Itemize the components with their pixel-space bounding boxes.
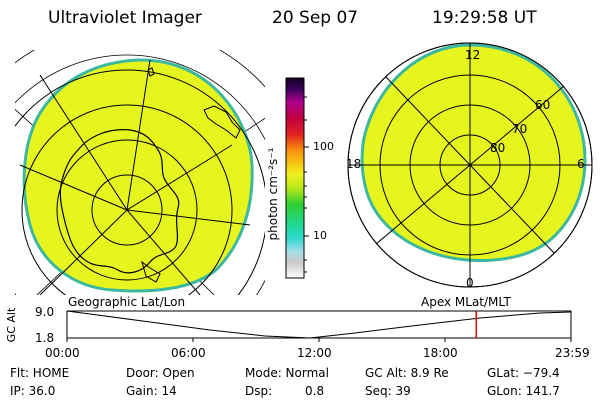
geographic-map: [15, 50, 265, 295]
altitude-xtick-1800: 18:00: [423, 346, 458, 360]
geographic-caption: Geographic Lat/Lon: [68, 295, 186, 309]
altitude-plot: [66, 310, 572, 342]
magnetic-caption: Apex MLat/MLT: [421, 295, 511, 309]
status-glat: GLat: −79.4: [487, 366, 560, 380]
status-door: Door: Open: [126, 366, 195, 380]
altitude-xtick-1200: 12:00: [297, 346, 332, 360]
status-gain: Gain: 14: [126, 384, 177, 398]
mlat-label-60: 60: [535, 98, 551, 112]
instrument-title: Ultraviolet Imager: [48, 8, 202, 28]
date-label: 20 Sep 07: [272, 8, 359, 28]
colorbar-tick-10: 10: [313, 229, 327, 242]
status-dsp-value: 0.8: [305, 384, 325, 398]
altitude-curve: [66, 310, 572, 339]
status-ip: IP: 36.0: [10, 384, 56, 398]
magnetic-map: [347, 42, 593, 288]
status-gc-alt: GC Alt: 8.9 Re: [365, 366, 449, 380]
altitude-xtick-0600: 06:00: [171, 346, 206, 360]
status-flt: Flt: HOME: [10, 366, 70, 380]
altitude-ytick-bottom: 1.8: [35, 331, 55, 345]
south-america-coastline: [203, 105, 241, 139]
status-mode: Mode: Normal: [245, 366, 329, 380]
altitude-ylabel: GC Alt: [5, 307, 18, 343]
colorbar: [285, 77, 305, 279]
antarctica-coastline: [59, 129, 180, 274]
mlt-label-6: 6: [577, 157, 585, 171]
status-seq: Seq: 39: [365, 384, 411, 398]
mlt-label-0: 0: [466, 276, 474, 290]
colorbar-ticks: [304, 96, 309, 273]
mlt-label-18: 18: [346, 157, 362, 171]
left-emission-disk: [22, 58, 254, 293]
mlt-label-12: 12: [465, 48, 481, 62]
colorbar-tick-100: 100: [313, 140, 334, 153]
altitude-ytick-top: 9.0: [35, 305, 55, 319]
mlat-label-80: 80: [490, 141, 506, 155]
colorbar-unit-label: photon cm⁻²s⁻¹: [266, 147, 280, 241]
status-dsp-label: Dsp:: [245, 384, 273, 398]
right-emission-disk: [360, 43, 587, 262]
mlat-label-70: 70: [512, 122, 528, 136]
altitude-xtick-2359: 23:59: [555, 346, 590, 360]
altitude-xtick-0000: 00:00: [45, 346, 80, 360]
time-label: 19:29:58 UT: [432, 8, 537, 28]
status-glon: GLon: 141.7: [487, 384, 560, 398]
